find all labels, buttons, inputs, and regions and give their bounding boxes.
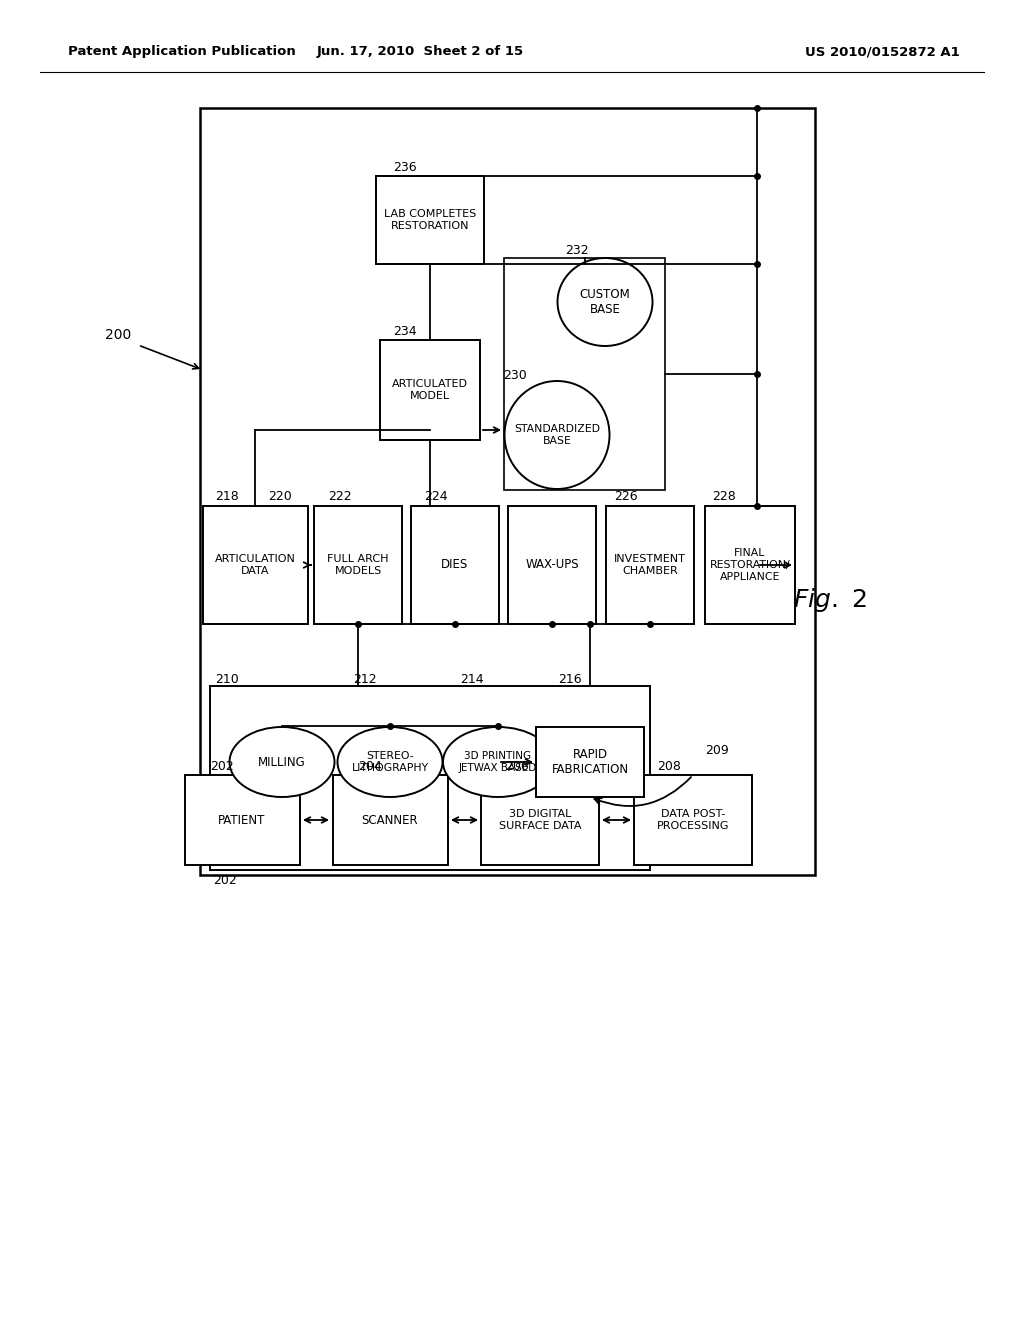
Ellipse shape [505, 381, 609, 488]
Text: 230: 230 [503, 370, 526, 381]
Text: 220: 220 [268, 490, 292, 503]
Bar [504, 257, 665, 490]
Text: 204: 204 [358, 760, 382, 774]
Text: ARTICULATED
MODEL: ARTICULATED MODEL [392, 379, 468, 401]
Ellipse shape [557, 257, 652, 346]
Text: Jun. 17, 2010  Sheet 2 of 15: Jun. 17, 2010 Sheet 2 of 15 [316, 45, 523, 58]
Text: 202: 202 [210, 760, 233, 774]
Ellipse shape [443, 727, 553, 797]
Bar [333, 775, 447, 865]
Text: CUSTOM
BASE: CUSTOM BASE [580, 288, 631, 315]
Text: SCANNER: SCANNER [361, 813, 419, 826]
Text: 218: 218 [215, 490, 239, 503]
Text: DIES: DIES [441, 558, 469, 572]
Text: 216: 216 [558, 673, 582, 686]
Text: STANDARDIZED
BASE: STANDARDIZED BASE [514, 424, 600, 446]
Text: FINAL
RESTORATION/
APPLIANCE: FINAL RESTORATION/ APPLIANCE [710, 548, 791, 582]
Ellipse shape [338, 727, 442, 797]
Text: LAB COMPLETES
RESTORATION: LAB COMPLETES RESTORATION [384, 209, 476, 231]
Text: DATA POST-
PROCESSING: DATA POST- PROCESSING [656, 809, 729, 830]
Text: Patent Application Publication: Patent Application Publication [68, 45, 296, 58]
Bar [536, 727, 644, 797]
Text: 222: 222 [328, 490, 351, 503]
Ellipse shape [229, 727, 335, 797]
Bar [184, 775, 299, 865]
Bar [705, 506, 795, 624]
Text: 202: 202 [213, 874, 237, 887]
Text: 208: 208 [657, 760, 681, 774]
Text: 3D PRINTING
JETWAX BASED: 3D PRINTING JETWAX BASED [459, 751, 538, 772]
Text: MILLING: MILLING [258, 755, 306, 768]
Text: FULL ARCH
MODELS: FULL ARCH MODELS [328, 554, 389, 576]
Text: 214: 214 [460, 673, 483, 686]
Text: 200: 200 [104, 327, 131, 342]
Bar [606, 506, 694, 624]
Text: 206: 206 [505, 760, 528, 774]
Text: $\mathit{Fig.\ 2}$: $\mathit{Fig.\ 2}$ [794, 586, 866, 614]
Text: WAX-UPS: WAX-UPS [525, 558, 579, 572]
Bar [508, 506, 596, 624]
Text: 234: 234 [393, 325, 417, 338]
Text: INVESTMENT
CHAMBER: INVESTMENT CHAMBER [614, 554, 686, 576]
Text: 210: 210 [215, 673, 239, 686]
Bar [203, 506, 307, 624]
Bar [411, 506, 499, 624]
Text: 224: 224 [424, 490, 447, 503]
Bar [376, 176, 484, 264]
Text: 209: 209 [705, 743, 729, 756]
Bar [314, 506, 402, 624]
Text: ARTICULATION
DATA: ARTICULATION DATA [215, 554, 296, 576]
Bar [210, 686, 650, 870]
Text: STEREO-
LITHOGRAPHY: STEREO- LITHOGRAPHY [351, 751, 429, 772]
Bar [634, 775, 752, 865]
Text: RAPID
FABRICATION: RAPID FABRICATION [552, 748, 629, 776]
Bar [380, 341, 480, 440]
Text: US 2010/0152872 A1: US 2010/0152872 A1 [805, 45, 961, 58]
Text: 232: 232 [565, 244, 589, 257]
Text: 228: 228 [712, 490, 736, 503]
Text: 226: 226 [614, 490, 638, 503]
Text: 236: 236 [393, 161, 417, 174]
Bar [481, 775, 599, 865]
Text: 212: 212 [353, 673, 377, 686]
Text: PATIENT: PATIENT [218, 813, 265, 826]
Bar [200, 108, 815, 875]
Text: 3D DIGITAL
SURFACE DATA: 3D DIGITAL SURFACE DATA [499, 809, 582, 830]
